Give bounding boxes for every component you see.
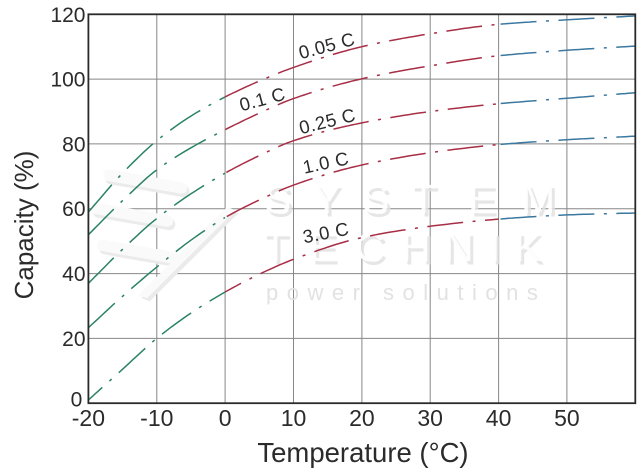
svg-text:60: 60 <box>62 198 85 221</box>
svg-text:-10: -10 <box>140 405 173 431</box>
svg-text:Temperature (°C): Temperature (°C) <box>257 437 468 468</box>
svg-text:40: 40 <box>62 263 85 286</box>
svg-text:power solutions: power solutions <box>266 280 546 305</box>
svg-text:20: 20 <box>349 405 375 431</box>
svg-text:100: 100 <box>50 69 85 92</box>
svg-text:50: 50 <box>554 405 580 431</box>
svg-text:40: 40 <box>486 405 512 431</box>
svg-text:TECHNIK: TECHNIK <box>263 224 541 270</box>
svg-text:10: 10 <box>281 405 307 431</box>
svg-text:20: 20 <box>62 328 85 351</box>
svg-text:Capacity (%): Capacity (%) <box>9 151 39 300</box>
svg-text:TECHNIK: TECHNIK <box>266 228 544 274</box>
svg-text:30: 30 <box>417 405 443 431</box>
svg-text:-20: -20 <box>72 405 105 431</box>
svg-text:0: 0 <box>71 388 83 411</box>
svg-text:120: 120 <box>50 4 85 27</box>
svg-text:0: 0 <box>219 405 232 431</box>
svg-text:80: 80 <box>62 133 85 156</box>
